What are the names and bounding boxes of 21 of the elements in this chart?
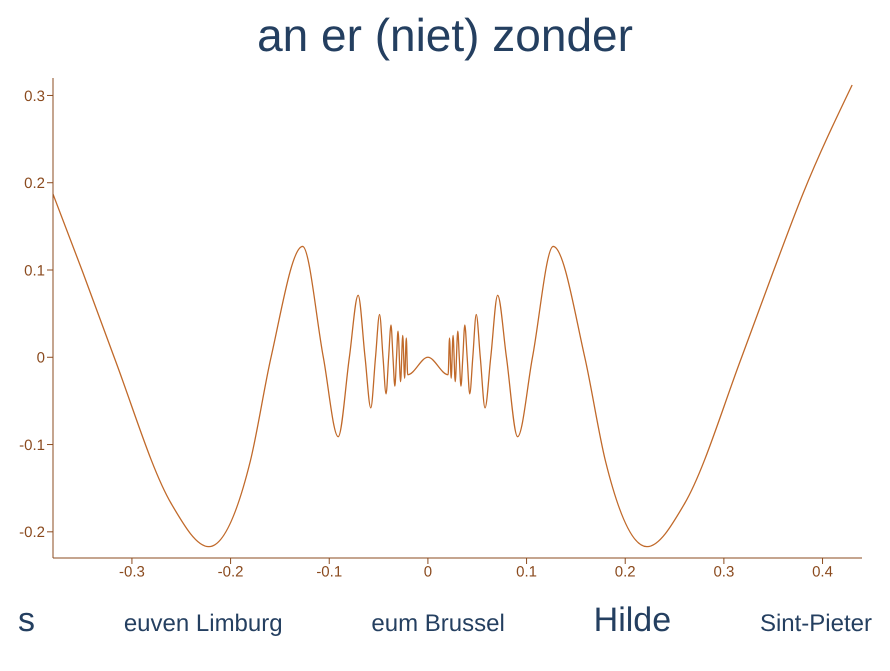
x-tick-label: 0 bbox=[424, 564, 432, 581]
text: Sint-Pieter bbox=[760, 610, 872, 639]
y-tick-label: 0.1 bbox=[24, 262, 45, 280]
y-tick-label: 0.3 bbox=[24, 88, 45, 105]
text: Hilde bbox=[594, 600, 672, 641]
y-tick-label: 0 bbox=[36, 350, 45, 367]
x-tick-label: 0.1 bbox=[516, 564, 537, 581]
text: euven Limburg bbox=[124, 610, 283, 639]
y-tick-label: -0.2 bbox=[19, 524, 45, 542]
x-tick-label: -0.2 bbox=[218, 564, 244, 581]
y-tick-label: 0.2 bbox=[24, 175, 45, 192]
x-tick-label: 0.3 bbox=[713, 564, 734, 581]
y-tick-label: -0.1 bbox=[19, 436, 45, 454]
line-series bbox=[53, 84, 853, 548]
text: s bbox=[18, 600, 35, 641]
x-tick-label: 0.4 bbox=[812, 564, 833, 581]
text: an er (niet) zonder bbox=[257, 8, 633, 63]
x-tick-label: -0.1 bbox=[316, 564, 342, 581]
text: eum Brussel bbox=[371, 610, 505, 639]
x-tick-label: -0.3 bbox=[118, 564, 145, 581]
x-tick-label: 0.2 bbox=[614, 564, 636, 581]
